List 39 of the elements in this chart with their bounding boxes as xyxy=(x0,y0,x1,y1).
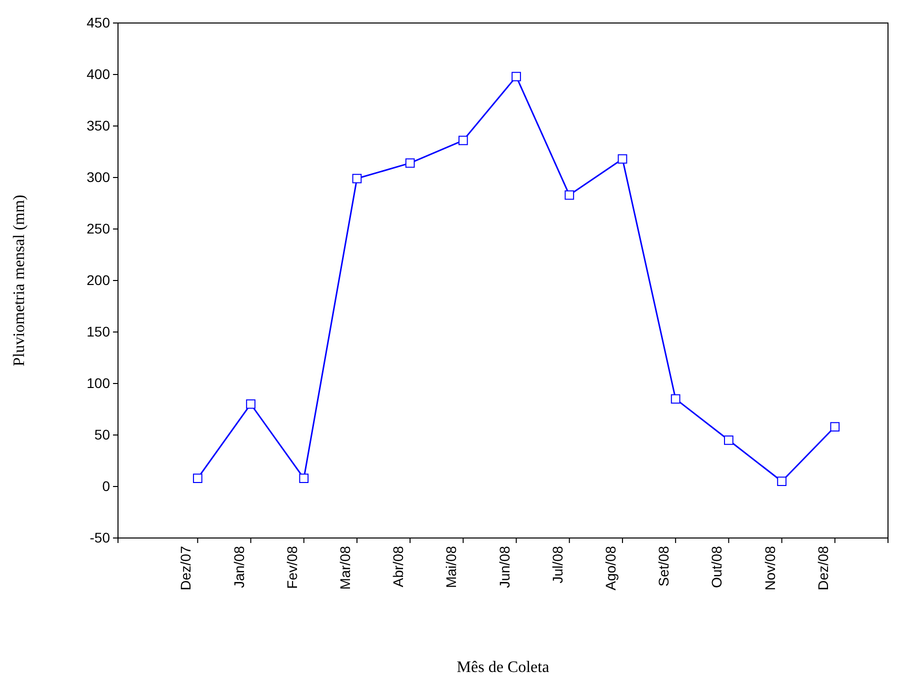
x-tick-label: Dez/08 xyxy=(814,546,831,590)
y-tick-label: -50 xyxy=(90,529,110,546)
y-tick-label: 250 xyxy=(86,220,110,236)
x-axis-title: Mês de Coleta xyxy=(456,659,550,676)
y-tick-label: 300 xyxy=(86,168,110,185)
x-tick-label: Set/08 xyxy=(656,546,672,586)
y-tick-label: 150 xyxy=(86,323,110,340)
x-tick-label: Fev/08 xyxy=(284,546,300,589)
point xyxy=(352,174,362,184)
y-tick-label: 200 xyxy=(86,272,110,288)
point xyxy=(618,154,628,164)
y-tick-label: 50 xyxy=(94,426,110,442)
point xyxy=(246,399,256,409)
x-tick-label: Jul/08 xyxy=(549,546,566,584)
point xyxy=(830,422,840,432)
x-tick-label: Mai/08 xyxy=(443,546,460,588)
y-tick-label: 0 xyxy=(102,478,110,494)
x-tick-label: Mar/08 xyxy=(336,546,353,590)
x-tick-label: Out/08 xyxy=(708,546,725,588)
point xyxy=(192,474,202,483)
point xyxy=(458,136,468,146)
point xyxy=(299,474,309,483)
point xyxy=(670,394,680,404)
y-axis-title: Pluviometria mensal (mm) xyxy=(11,194,28,366)
point xyxy=(564,190,574,200)
x-tick-label: Jun/08 xyxy=(496,546,512,588)
point xyxy=(405,158,415,168)
y-tick-label: 350 xyxy=(86,117,110,134)
point xyxy=(777,476,786,486)
point xyxy=(512,72,521,82)
x-tick-label: Jan/08 xyxy=(230,546,247,588)
x-tick-label: Ago/08 xyxy=(602,546,618,590)
x-tick-label: Nov/08 xyxy=(762,546,778,590)
y-tick-label: 100 xyxy=(86,374,110,391)
point xyxy=(724,435,734,445)
y-tick-label: 400 xyxy=(86,66,110,82)
y-tick-label: 450 xyxy=(86,14,110,30)
x-tick-label: Abr/08 xyxy=(390,546,406,588)
x-tick-label: Dez/07 xyxy=(178,546,194,590)
